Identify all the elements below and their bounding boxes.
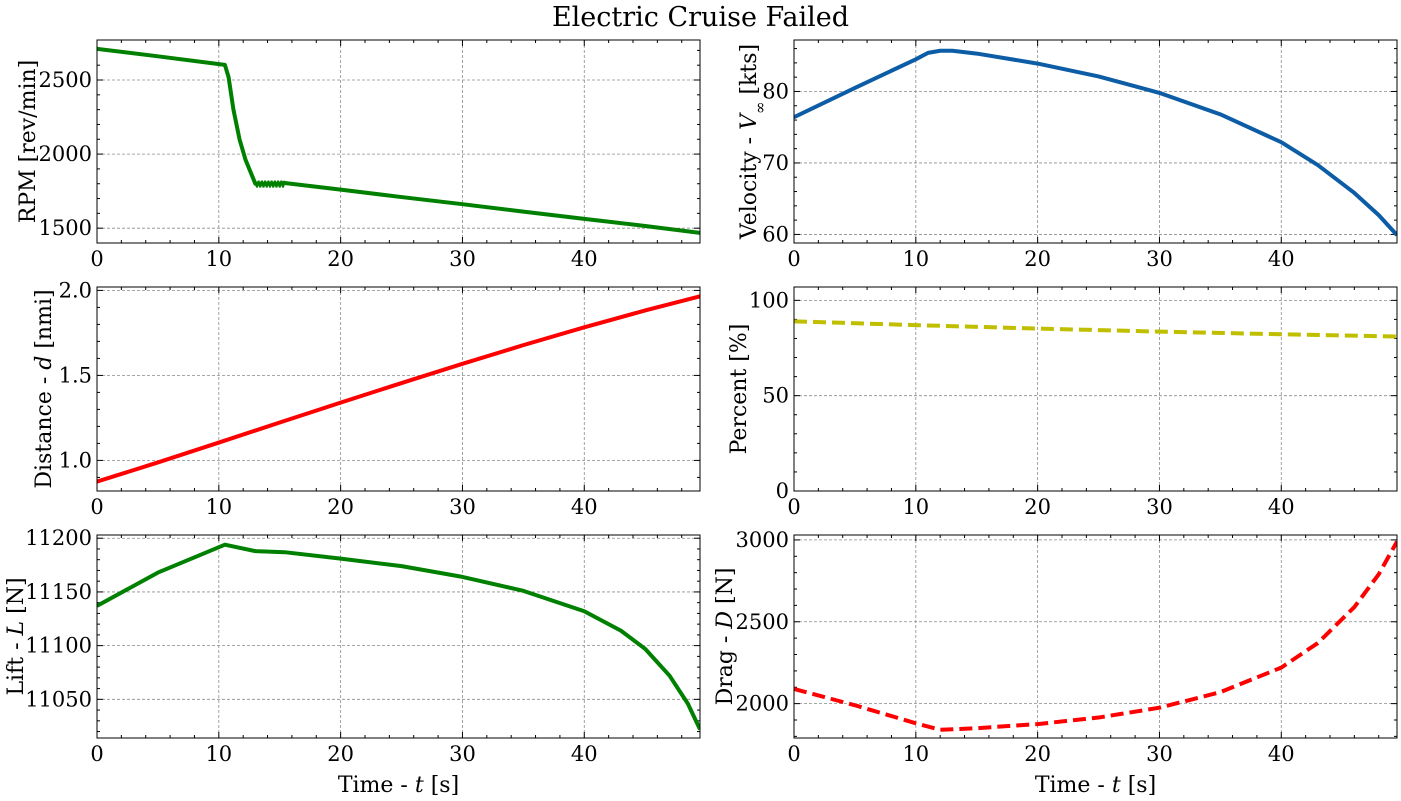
x-tick-label: 10 [205, 495, 232, 519]
x-tick-label: 30 [449, 247, 476, 271]
x-tick-label: 10 [205, 742, 232, 766]
series-line-drag-0 [794, 540, 1397, 732]
axes-frame [96, 534, 701, 739]
y-tick-label: 80 [762, 79, 789, 103]
x-tick-label: 20 [1024, 247, 1051, 271]
y-tick-label: 1500 [39, 216, 92, 240]
x-tick-label: 40 [571, 247, 598, 271]
x-tick-label: 10 [902, 495, 929, 519]
series-line-distance-0 [97, 294, 700, 484]
y-tick-label: 2000 [736, 692, 789, 716]
x-tick-label: 0 [787, 247, 800, 271]
y-axis-label-percent: Percent [%] [727, 324, 752, 455]
y-tick-label: 3000 [736, 528, 789, 552]
x-tick-label: 20 [1024, 742, 1051, 766]
y-axis-label-velocity: Velocity - V∞ [kts] [737, 44, 769, 240]
y-tick-label: 1.5 [59, 363, 92, 387]
x-tick-label: 40 [571, 495, 598, 519]
subplot-percent: 0 10 20 30 40 0 50 100 Percent [%] [727, 286, 1398, 519]
figure-title: Electric Cruise Failed [551, 2, 850, 33]
y-tick-label: 1.0 [59, 448, 92, 472]
x-tick-label: 20 [1024, 495, 1051, 519]
y-tick-label: 100 [749, 288, 789, 312]
x-tick-label: 30 [449, 495, 476, 519]
y-tick-label: 11150 [25, 580, 92, 604]
x-tick-label: 0 [787, 495, 800, 519]
x-axis-label-drag: Time - t [s] [1035, 773, 1156, 798]
x-tick-label: 40 [571, 742, 598, 766]
x-tick-label: 30 [449, 742, 476, 766]
subplot-lift: 0 10 20 30 40 11050 11100 11150 11200 Lift - L [N… [4, 526, 701, 798]
y-tick-label: 11050 [25, 687, 92, 711]
y-axis-label-lift: Lift - L [N] [4, 577, 29, 695]
x-tick-label: 10 [205, 247, 232, 271]
y-tick-label: 2000 [39, 142, 92, 166]
y-tick-label: 0 [776, 479, 789, 503]
x-tick-label: 40 [1268, 742, 1295, 766]
x-tick-label: 0 [90, 495, 103, 519]
y-tick-label: 2500 [736, 610, 789, 634]
x-tick-label: 30 [1146, 742, 1173, 766]
x-tick-label: 10 [902, 742, 929, 766]
axes-frame [793, 534, 1398, 739]
x-tick-label: 0 [787, 742, 800, 766]
series-line-percent-0 [794, 319, 1397, 339]
series-line-rpm-0 [97, 46, 700, 235]
x-tick-label: 40 [1268, 495, 1295, 519]
y-axis-label-drag: Drag - D [N] [713, 568, 738, 706]
y-tick-label: 2500 [39, 68, 92, 92]
x-tick-label: 40 [1268, 247, 1295, 271]
y-tick-label: 11100 [25, 634, 92, 658]
x-axis-label-lift: Time - t [s] [338, 773, 459, 798]
axes-frame [793, 39, 1398, 244]
y-tick-label: 50 [762, 384, 789, 408]
y-tick-label: 2.0 [59, 278, 92, 302]
y-tick-label: 60 [762, 222, 789, 246]
axes-frame [793, 286, 1398, 492]
series-line-velocity-0 [794, 48, 1397, 237]
y-axis-label-distance: Distance - d [nmi] [32, 289, 57, 488]
x-tick-label: 0 [90, 742, 103, 766]
x-tick-label: 20 [327, 495, 354, 519]
oscillation-band-rpm [254, 180, 286, 188]
y-axis-label-rpm: RPM [rev/min] [16, 60, 41, 224]
x-tick-label: 0 [90, 247, 103, 271]
x-tick-label: 20 [327, 247, 354, 271]
axes-frame [96, 286, 701, 492]
x-tick-label: 30 [1146, 247, 1173, 271]
series-line-lift-0 [97, 542, 700, 731]
x-tick-label: 20 [327, 742, 354, 766]
y-tick-label: 70 [762, 151, 789, 175]
y-tick-label: 11200 [25, 526, 92, 550]
x-tick-label: 10 [902, 247, 929, 271]
axes-frame [96, 39, 701, 244]
subplot-drag: 0 10 20 30 40 2000 2500 3000 Drag - D [N] Time - … [713, 528, 1398, 798]
x-tick-label: 30 [1146, 495, 1173, 519]
